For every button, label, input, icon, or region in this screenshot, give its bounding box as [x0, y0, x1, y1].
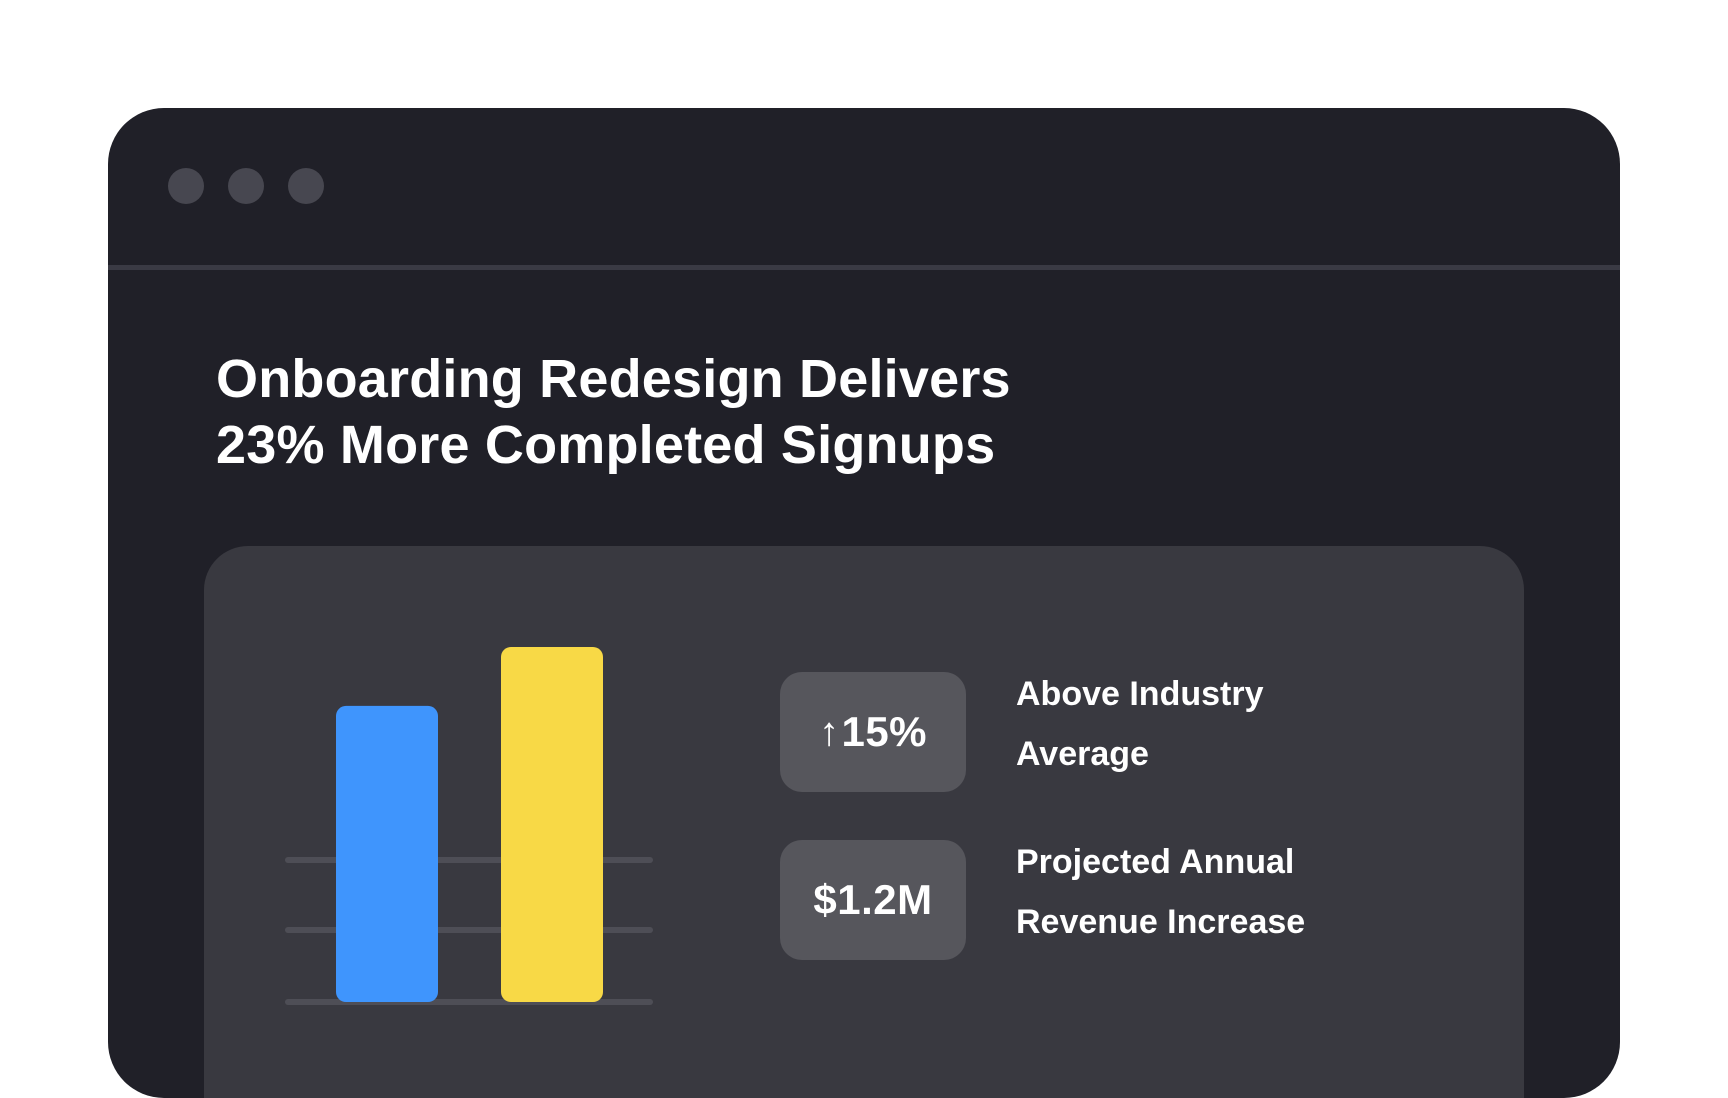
kpi-value-industry: 15%: [841, 708, 928, 755]
kpi-badge-revenue: $1.2M: [780, 840, 966, 960]
kpi-label-revenue: Projected Annual Revenue Increase: [1016, 832, 1376, 952]
window-minimize-dot[interactable]: [228, 168, 264, 204]
chart-bar-after: [501, 647, 603, 1002]
window-maximize-dot[interactable]: [288, 168, 324, 204]
headline: Onboarding Redesign Delivers 23% More Co…: [216, 346, 1011, 478]
headline-line-1: Onboarding Redesign Delivers: [216, 349, 1011, 409]
browser-window: Onboarding Redesign Delivers 23% More Co…: [108, 108, 1620, 1098]
kpi-label-industry-line-2: Average: [1016, 735, 1149, 773]
window-titlebar: [108, 108, 1620, 270]
kpi-badge-industry: ↑ 15%: [780, 672, 966, 792]
kpi-label-revenue-line-2: Revenue Increase: [1016, 903, 1306, 941]
kpi-label-revenue-line-1: Projected Annual: [1016, 843, 1295, 881]
kpi-value-revenue: $1.2M: [813, 876, 933, 923]
signup-bar-chart: [285, 647, 653, 1005]
headline-line-2: 23% More Completed Signups: [216, 415, 996, 475]
results-panel: ↑ 15% Above Industry Average $1.2M Proje…: [204, 546, 1524, 1098]
kpi-label-industry-line-1: Above Industry: [1016, 675, 1264, 713]
arrow-up-icon: ↑: [818, 709, 840, 754]
chart-bar-before: [336, 705, 438, 1002]
window-close-dot[interactable]: [168, 168, 204, 204]
kpi-label-industry: Above Industry Average: [1016, 664, 1376, 784]
